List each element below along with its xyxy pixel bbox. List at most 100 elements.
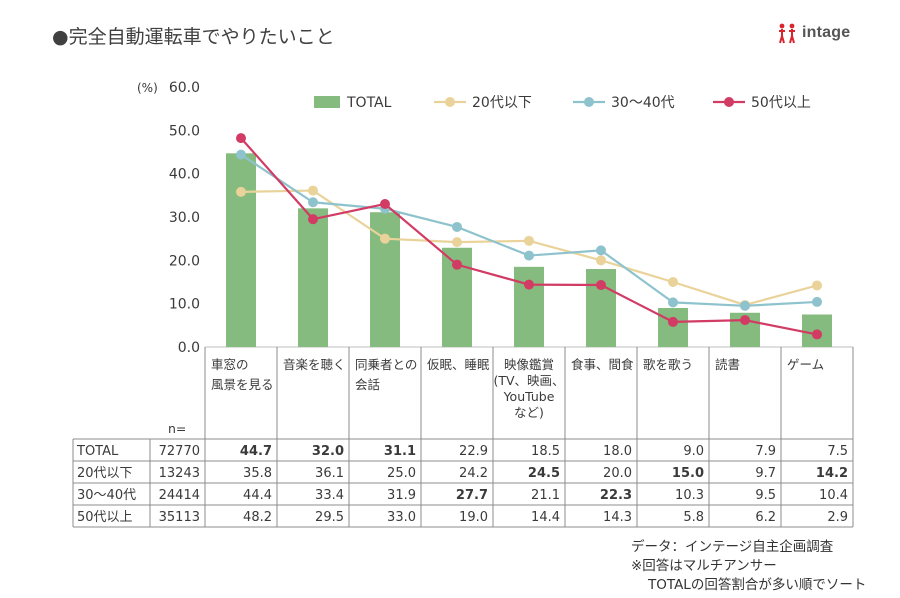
series-point <box>596 255 606 266</box>
series-point <box>308 214 318 225</box>
legend-marker <box>445 97 455 107</box>
series-point <box>668 297 678 308</box>
series-point <box>812 329 822 340</box>
series-point <box>596 280 606 291</box>
bar-total <box>226 153 256 347</box>
sort-note: TOTALの回答割合が多い順でソート <box>648 577 867 593</box>
series-point <box>740 315 750 326</box>
table-cell-value: 22.9 <box>459 444 488 459</box>
y-tick-label: 30.0 <box>169 210 200 226</box>
legend-marker <box>584 97 594 107</box>
table-cell-value: 7.9 <box>755 444 776 459</box>
table-cell-value: 2.9 <box>827 510 848 525</box>
series-point <box>740 300 750 311</box>
table-cell-value: 25.0 <box>387 466 416 481</box>
y-tick-label: 0.0 <box>178 340 200 356</box>
table-cell-value: 19.0 <box>459 510 488 525</box>
multi-answer-note: ※回答はマルチアンサー <box>631 558 777 574</box>
page-title: ●完全自動運転車でやりたいこと <box>52 26 335 48</box>
category-label: 同乗者との <box>355 357 417 372</box>
table-cell-value: 10.4 <box>819 488 848 503</box>
bar-series-total <box>226 153 832 347</box>
category-label: 音楽を聴く <box>283 357 346 372</box>
legend-label: 20代以下 <box>472 95 532 111</box>
table-cell-value: 9.7 <box>755 466 776 481</box>
y-tick-label: 20.0 <box>169 253 200 269</box>
category-label: 風景を見る <box>211 377 274 392</box>
category-label: 読書 <box>715 357 740 372</box>
n-label: n= <box>168 421 186 436</box>
series-point <box>380 233 390 244</box>
bar-total <box>298 208 328 347</box>
y-tick-label: 50.0 <box>169 123 200 139</box>
y-tick-label: 40.0 <box>169 167 200 183</box>
bar-total <box>658 308 688 347</box>
table-cell-value: 18.0 <box>603 444 632 459</box>
series-point <box>452 237 462 248</box>
table-cell-value: 20.0 <box>603 466 632 481</box>
category-label: 会話 <box>355 377 380 392</box>
series-point <box>452 259 462 270</box>
table-cell-value: 44.4 <box>243 488 272 503</box>
series-point <box>308 185 318 196</box>
table-cell-value: 9.5 <box>755 488 776 503</box>
series-point <box>308 197 318 208</box>
row-series-name: 30～40代 <box>77 488 136 503</box>
table-cell-value: 21.1 <box>531 488 560 503</box>
y-axis-unit: (%) <box>137 81 158 95</box>
legend-swatch <box>314 96 340 108</box>
y-tick-label: 10.0 <box>169 297 200 313</box>
category-label: YouTube <box>503 389 555 404</box>
series-point <box>524 250 534 261</box>
series-point <box>596 245 606 256</box>
category-label: 映像鑑賞 <box>504 357 554 372</box>
table-cell-value: 24.5 <box>528 466 560 481</box>
legend-marker <box>724 97 734 107</box>
table-cell-value: 44.7 <box>240 444 272 459</box>
table-cell-value: 33.0 <box>387 510 416 525</box>
series-point <box>452 221 462 232</box>
series-point <box>236 149 246 160</box>
table-cell-value: 31.9 <box>387 488 416 503</box>
row-series-name: TOTAL <box>76 444 119 459</box>
footnotes: データ：インテージ自主企画調査 ※回答はマルチアンサー TOTALの回答割合が多… <box>631 538 866 595</box>
chart-legend: TOTAL 20代以下 30～40代 50代以上 <box>314 95 811 111</box>
series-point <box>380 199 390 209</box>
legend-label: 50代以上 <box>751 95 811 111</box>
category-label: など) <box>514 405 544 420</box>
series-point <box>236 133 246 144</box>
row-sample-size: 13243 <box>159 466 200 481</box>
table-cell-value: 14.4 <box>531 510 560 525</box>
table-cell-value: 18.5 <box>531 444 560 459</box>
category-label: 食事、間食 <box>571 357 634 372</box>
table-cell-value: 24.2 <box>459 466 488 481</box>
series-point <box>524 235 534 246</box>
table-cell-value: 10.3 <box>675 488 704 503</box>
series-point <box>812 296 822 307</box>
table-cell-value: 5.8 <box>683 510 704 525</box>
table-cell-value: 7.5 <box>827 444 848 459</box>
series-point <box>668 277 678 287</box>
intage-logo-icon <box>779 23 795 44</box>
row-sample-size: 35113 <box>159 510 200 525</box>
series-point <box>812 280 822 291</box>
category-label: 歌を歌う <box>643 357 693 372</box>
row-sample-size: 72770 <box>159 444 200 459</box>
row-sample-size: 24414 <box>159 488 200 503</box>
table-cell-value: 36.1 <box>315 466 344 481</box>
category-label: (TV、映画、 <box>493 373 564 388</box>
table-cell-value: 29.5 <box>315 510 344 525</box>
category-label: 仮眠、睡眠 <box>427 357 490 372</box>
table-cell-value: 27.7 <box>456 488 488 503</box>
series-point <box>668 316 678 327</box>
category-label: ゲーム <box>787 357 824 372</box>
table-cell-value: 14.2 <box>816 466 848 481</box>
table-cell-value: 22.3 <box>600 488 632 503</box>
table-cell-value: 33.4 <box>315 488 344 503</box>
table-cell-value: 31.1 <box>384 444 416 459</box>
row-series-name: 20代以下 <box>77 466 133 481</box>
source-note: データ：インテージ自主企画調査 <box>631 539 834 555</box>
brand-logo: intage <box>776 22 850 44</box>
brand-name: intage <box>802 24 851 41</box>
